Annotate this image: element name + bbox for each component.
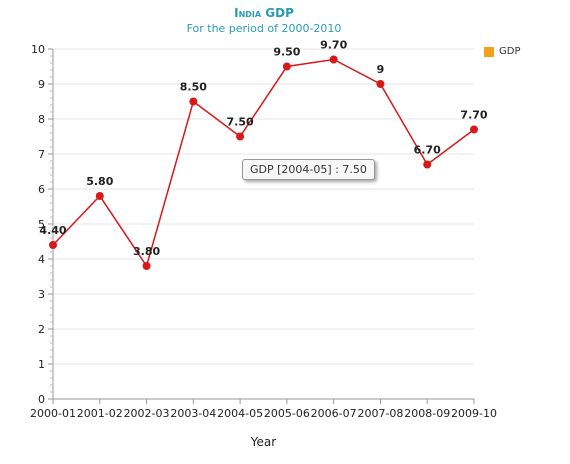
data-label: 5.80 (86, 175, 113, 188)
x-tick-label: 2001-02 (77, 407, 123, 420)
legend-swatch-icon (484, 46, 494, 57)
x-tick-label: 2000-01 (30, 407, 76, 420)
y-tick-label: 4 (38, 253, 45, 266)
data-label: 9.50 (273, 46, 300, 59)
chart-title: India GDP (234, 6, 294, 20)
data-point (376, 80, 385, 88)
data-point (282, 62, 291, 71)
data-label: 4.40 (39, 224, 66, 237)
grid-lines (53, 48, 474, 365)
legend[interactable]: GDP (484, 46, 520, 57)
y-axis-ticks: 0 1 2 3 4 5 6 7 8 9 10 (31, 43, 53, 406)
series-line (52, 58, 475, 268)
data-label: 9.70 (320, 39, 347, 52)
data-label: 6.70 (414, 144, 441, 157)
x-tick-label: 2008-09 (404, 407, 450, 420)
x-axis-title: Year (250, 435, 276, 449)
x-tick-label: 2009-10 (451, 407, 497, 420)
data-label: 7.50 (227, 116, 254, 129)
x-tick-label: 2004-05 (217, 407, 263, 420)
data-point (236, 132, 245, 141)
y-tick-label: 5 (38, 218, 45, 231)
y-tick-label: 0 (38, 393, 45, 406)
x-tick-label: 2006-07 (311, 407, 357, 420)
data-label: 8.50 (180, 81, 207, 94)
x-tick-label: 2007-08 (357, 407, 403, 420)
data-point (423, 160, 432, 169)
y-tick-label: 1 (38, 358, 45, 371)
tooltip: GDP [2004-05] : 7.50 (242, 159, 375, 180)
y-tick-label: 2 (38, 323, 45, 336)
x-axis-ticks: 2000-01 2001-02 2002-03 2003-04 2004-05 2005-… (30, 399, 497, 420)
y-tick-label: 9 (38, 78, 45, 91)
legend-label: GDP (499, 46, 521, 57)
y-tick-label: 10 (31, 43, 45, 56)
x-tick-label: 2002-03 (124, 407, 170, 420)
data-point (329, 55, 338, 64)
data-point (95, 192, 104, 200)
data-point (142, 262, 151, 270)
data-label: 9 (377, 63, 385, 76)
x-tick-label: 2005-06 (264, 407, 310, 420)
chart-subtitle: For the period of 2000-2010 (186, 22, 342, 35)
data-label: 3.80 (133, 245, 160, 258)
y-tick-label: 7 (38, 148, 45, 161)
data-labels: 4.40 5.80 3.80 8.50 7.50 9.50 9.70 9 6.70 7.70 (39, 39, 487, 259)
data-label: 7.70 (460, 109, 487, 122)
data-point (189, 97, 198, 106)
y-tick-label: 8 (38, 113, 45, 126)
y-tick-label: 6 (38, 183, 45, 196)
series-gdp (49, 55, 478, 270)
data-point (470, 125, 478, 134)
x-tick-label: 2003-04 (170, 407, 216, 420)
y-tick-label: 3 (38, 288, 45, 301)
data-point (49, 241, 57, 249)
